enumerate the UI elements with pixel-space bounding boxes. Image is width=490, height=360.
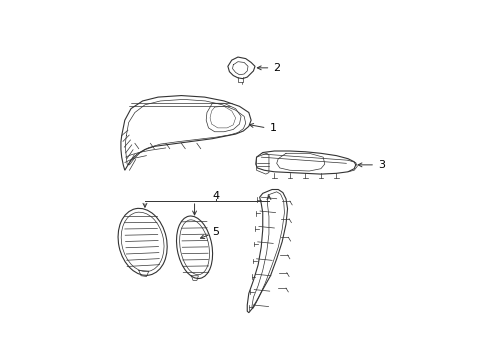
Text: 3: 3: [378, 160, 385, 170]
Text: 2: 2: [273, 63, 281, 73]
Text: 1: 1: [270, 123, 277, 133]
Text: 5: 5: [212, 227, 220, 237]
Text: 4: 4: [213, 191, 220, 201]
